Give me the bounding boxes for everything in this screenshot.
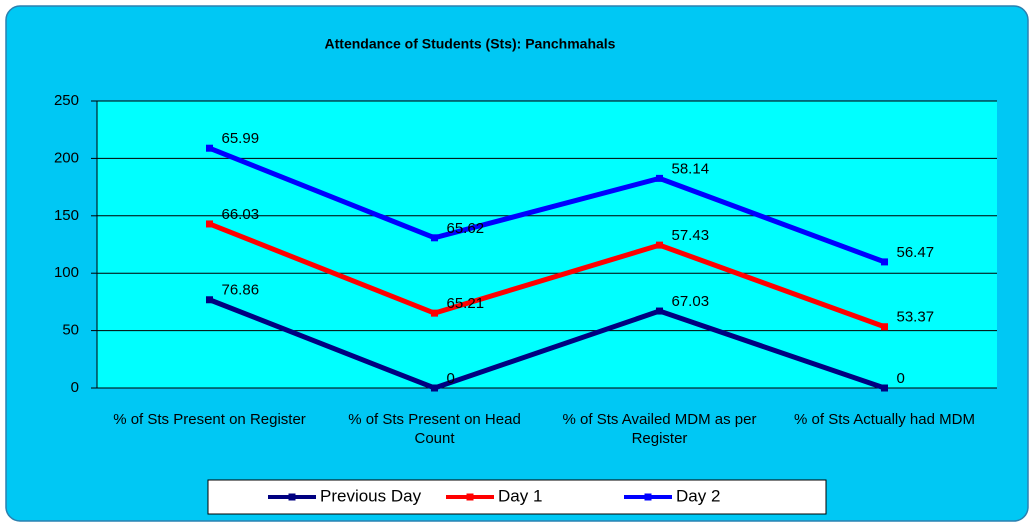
- data-label: 65.21: [447, 295, 485, 312]
- data-label: 76.86: [222, 282, 260, 299]
- data-label: 58.14: [672, 160, 710, 177]
- y-tick-label: 200: [54, 149, 79, 166]
- series-line: [208, 145, 886, 265]
- data-label: 67.03: [672, 293, 710, 310]
- y-tick-label: 0: [71, 379, 79, 396]
- y-tick-label: 50: [62, 322, 79, 339]
- point-marker: [881, 323, 888, 331]
- point-marker: [206, 220, 213, 228]
- data-label: 0: [897, 370, 905, 387]
- x-tick-label: % of Sts Actually had MDM: [794, 411, 975, 428]
- data-label: 56.47: [897, 244, 935, 261]
- x-tick-label: % of Sts Availed MDM as per Register: [562, 411, 757, 447]
- y-tick-label: 100: [54, 264, 79, 281]
- legend-label: Day 1: [498, 486, 542, 505]
- data-label: 66.03: [222, 206, 260, 223]
- legend-label: Previous Day: [320, 486, 422, 505]
- data-label: 53.37: [897, 309, 935, 326]
- point-marker: [431, 309, 438, 317]
- point-marker: [656, 241, 663, 249]
- point-marker: [206, 296, 213, 304]
- legend-marker: [644, 493, 652, 501]
- x-tick-label: % of Sts Present on Register: [113, 411, 306, 428]
- legend-label: Day 2: [676, 486, 720, 505]
- legend-marker: [466, 493, 474, 501]
- y-tick-label: 250: [54, 92, 79, 109]
- point-marker: [431, 384, 438, 392]
- point-marker: [656, 307, 663, 315]
- point-marker: [206, 144, 213, 152]
- chart-title: Attendance of Students (Sts): Panchmahal…: [325, 36, 616, 52]
- point-marker: [881, 384, 888, 392]
- data-label: 57.43: [672, 227, 710, 244]
- data-label: 65.62: [447, 220, 485, 237]
- data-label: 0: [447, 370, 455, 387]
- data-label: 65.99: [222, 130, 260, 147]
- legend-box: [207, 479, 827, 515]
- x-tick-label: % of Sts Present on Head Count: [348, 411, 521, 447]
- plot-area: [97, 101, 997, 388]
- point-marker: [656, 174, 663, 182]
- y-tick-label: 150: [54, 207, 79, 224]
- point-marker: [881, 258, 888, 266]
- point-marker: [431, 234, 438, 242]
- legend-marker: [288, 493, 296, 501]
- series-line: [208, 297, 886, 391]
- series-line: [208, 221, 886, 330]
